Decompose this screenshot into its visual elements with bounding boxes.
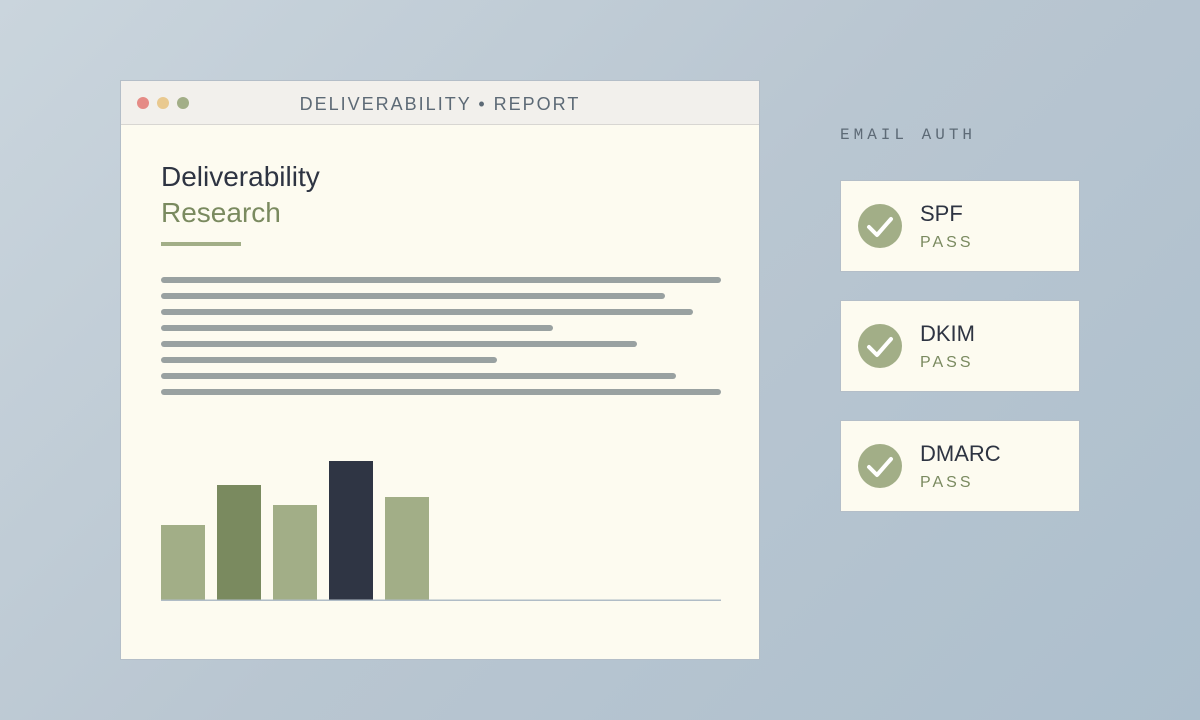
chart-bar-5 [385, 497, 429, 601]
email-auth-heading: EMAIL AUTH [840, 126, 977, 144]
auth-card-dkim: DKIM PASS [840, 300, 1080, 392]
document-title: Deliverability [161, 161, 320, 192]
chart-bar-2 [217, 485, 261, 601]
auth-name: DKIM [920, 321, 975, 346]
auth-name: DMARC [920, 441, 1001, 466]
text-line [161, 341, 637, 347]
auth-status: PASS [920, 354, 974, 371]
auth-card-dmarc: DMARC PASS [840, 420, 1080, 512]
check-icon [858, 204, 902, 248]
check-icon [858, 444, 902, 488]
text-line [161, 389, 721, 395]
text-line [161, 357, 497, 363]
document-subtitle: Research [161, 197, 281, 228]
text-line [161, 373, 676, 379]
auth-status: PASS [920, 234, 974, 251]
auth-card-spf: SPF PASS [840, 180, 1080, 272]
window-titlebar: DELIVERABILITY • REPORT [121, 81, 759, 125]
auth-name: SPF [920, 201, 963, 226]
chart-bar-4 [329, 461, 373, 601]
accent-rule [161, 242, 241, 246]
close-button[interactable] [137, 97, 149, 109]
bar-chart [161, 461, 721, 601]
auth-status: PASS [920, 474, 974, 491]
text-line [161, 325, 553, 331]
report-window: DELIVERABILITY • REPORT Deliverability R… [120, 80, 760, 660]
minimize-button[interactable] [157, 97, 169, 109]
check-icon [858, 324, 902, 368]
text-line [161, 293, 665, 299]
text-line [161, 309, 693, 315]
maximize-button[interactable] [177, 97, 189, 109]
chart-bar-3 [273, 505, 317, 601]
chart-bar-1 [161, 525, 205, 601]
text-line [161, 277, 721, 283]
window-title: DELIVERABILITY • REPORT [299, 94, 581, 114]
